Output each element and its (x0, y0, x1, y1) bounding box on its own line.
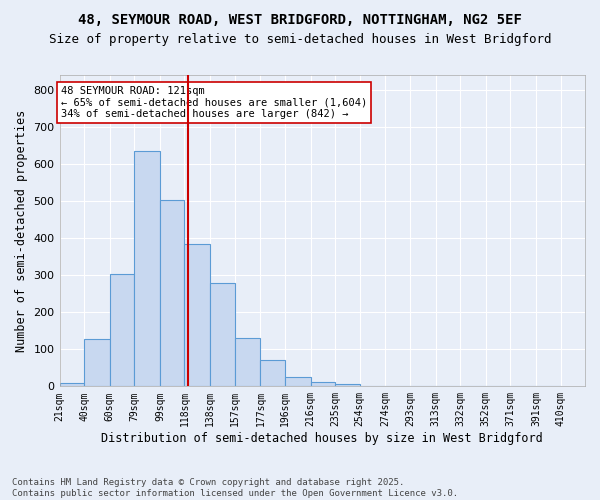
Bar (285, 377, 311, 386)
Bar (59, 384, 84, 386)
Bar (110, 274, 134, 386)
Bar (210, 284, 235, 387)
Bar (235, 338, 260, 386)
Text: Size of property relative to semi-detached houses in West Bridgford: Size of property relative to semi-detach… (49, 32, 551, 46)
Text: 48 SEYMOUR ROAD: 121sqm
← 65% of semi-detached houses are smaller (1,604)
34% of: 48 SEYMOUR ROAD: 121sqm ← 65% of semi-de… (61, 86, 367, 120)
Bar (311, 382, 335, 386)
X-axis label: Distribution of semi-detached houses by size in West Bridgford: Distribution of semi-detached houses by … (101, 432, 543, 445)
Bar (335, 384, 359, 386)
Bar (160, 200, 184, 386)
Bar (84, 339, 110, 386)
Bar (260, 360, 285, 386)
Text: 48, SEYMOUR ROAD, WEST BRIDGFORD, NOTTINGHAM, NG2 5EF: 48, SEYMOUR ROAD, WEST BRIDGFORD, NOTTIN… (78, 12, 522, 26)
Bar (134, 151, 160, 386)
Bar (184, 244, 210, 386)
Y-axis label: Number of semi-detached properties: Number of semi-detached properties (15, 110, 28, 352)
Text: Contains HM Land Registry data © Crown copyright and database right 2025.
Contai: Contains HM Land Registry data © Crown c… (12, 478, 458, 498)
